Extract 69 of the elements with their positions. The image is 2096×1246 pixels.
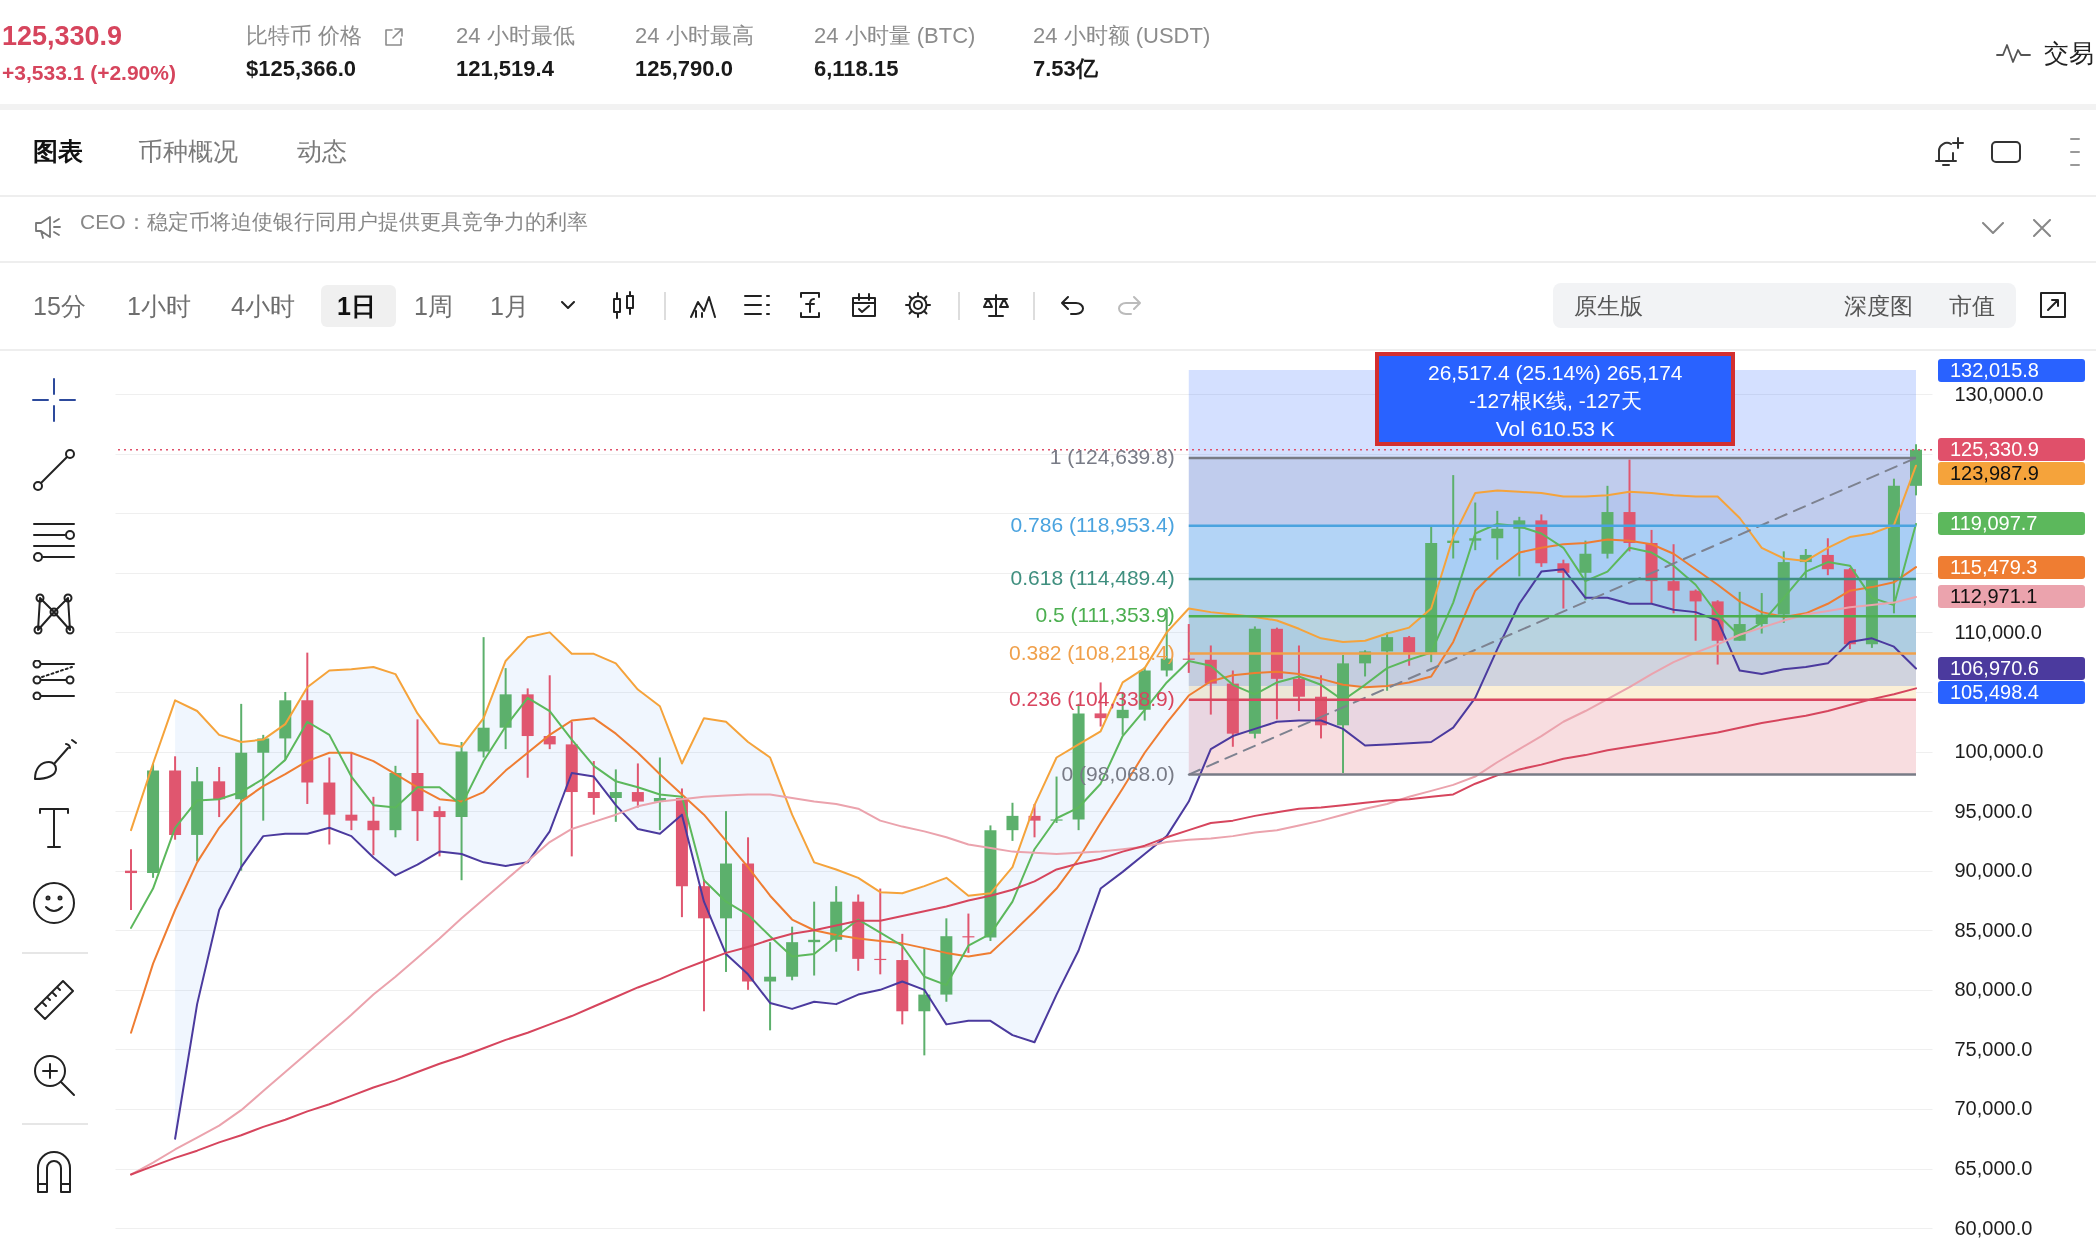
text: 市值 bbox=[1949, 292, 1995, 319]
text: 7.53亿 bbox=[1033, 56, 1098, 81]
candlestick bbox=[609, 768, 622, 823]
text: 交易 bbox=[2044, 38, 2094, 67]
text: 1日 bbox=[337, 291, 376, 320]
y-tick-label: 70,000.0 bbox=[1954, 1097, 2033, 1120]
y-tick-label: 110,000.0 bbox=[1954, 620, 2042, 643]
candlestick bbox=[1292, 644, 1305, 713]
text: 132,015.8 bbox=[1938, 358, 2085, 382]
text: 币种概况 bbox=[138, 136, 238, 165]
ref-line-label: 125,330.9 bbox=[1938, 438, 2085, 462]
text: 比特币 价格 bbox=[246, 23, 363, 48]
y-tick-label: 75,000.0 bbox=[1954, 1037, 2033, 1060]
data-label: 119,097.7 bbox=[1938, 512, 2085, 536]
candlestick bbox=[1579, 539, 1592, 602]
candlestick bbox=[1491, 509, 1504, 561]
y-tick-label: 60,000.0 bbox=[1954, 1216, 2033, 1239]
candlestick bbox=[433, 805, 446, 858]
text: 原生版 bbox=[1573, 292, 1643, 319]
ref-line-label: 0.618 (114,489.4) bbox=[1010, 565, 1175, 589]
y-tick-label: 65,000.0 bbox=[1954, 1157, 2033, 1180]
candlestick bbox=[257, 733, 270, 822]
chart-subtitle: +3,533.1 (+2.90%) bbox=[2, 60, 176, 84]
text: 24 小时最低 bbox=[456, 23, 575, 48]
y-tick-label: 95,000.0 bbox=[1954, 799, 2033, 822]
text: 24 小时最高 bbox=[635, 23, 754, 48]
text: 1小时 bbox=[127, 291, 191, 320]
candlestick bbox=[477, 636, 490, 759]
text: 6,118.15 bbox=[814, 56, 899, 81]
text: 105,498.4 bbox=[1938, 680, 2085, 704]
text: $125,366.0 bbox=[246, 56, 357, 81]
candlestick bbox=[213, 766, 226, 819]
text: 图表 bbox=[33, 136, 83, 165]
line-series bbox=[130, 687, 1917, 1176]
candlestick bbox=[1050, 775, 1063, 825]
data-label: 123,987.9 bbox=[1938, 462, 2085, 486]
info-box: 26,517.4 (25.14%) 265,174 -127根K线, -127天 Vol 610.53 K bbox=[1375, 352, 1736, 446]
candlestick bbox=[631, 762, 644, 809]
data-label: 115,479.3 bbox=[1938, 555, 2085, 579]
text: 深度图 bbox=[1843, 292, 1913, 319]
candlestick bbox=[1381, 631, 1394, 692]
y-tick-label: 90,000.0 bbox=[1954, 859, 2033, 882]
chart-title: 125,330.9 bbox=[2, 20, 123, 51]
candlestick bbox=[1006, 801, 1019, 842]
text: 125,790.0 bbox=[635, 56, 733, 81]
text: 动态 bbox=[297, 136, 347, 165]
text: 15分 bbox=[33, 291, 86, 320]
y-tick-label: 130,000.0 bbox=[1954, 382, 2044, 405]
y-tick-label: 100,000.0 bbox=[1954, 740, 2044, 763]
candlestick bbox=[1667, 543, 1680, 615]
text: 4小时 bbox=[231, 291, 295, 320]
candlestick bbox=[587, 760, 600, 816]
data-label: 106,970.6 bbox=[1938, 656, 2085, 680]
text: 1月 bbox=[490, 291, 529, 320]
candlestick bbox=[1403, 634, 1416, 667]
y-tick-label: 85,000.0 bbox=[1954, 918, 2033, 941]
candlestick bbox=[1469, 501, 1482, 552]
text: 24 小时额 (USDT) bbox=[1033, 23, 1211, 48]
ref-line-label: 0.786 (118,953.4) bbox=[1010, 512, 1175, 536]
text: 24 小时量 (BTC) bbox=[814, 23, 976, 48]
text: 121,519.4 bbox=[456, 56, 554, 81]
text: CEO：稳定币将迫使银行同用户提供更具竞争力的利率 bbox=[80, 209, 588, 233]
y-tick-label: 80,000.0 bbox=[1954, 978, 2033, 1001]
candlestick bbox=[918, 947, 931, 1057]
text: 1周 bbox=[414, 291, 453, 320]
candlestick bbox=[367, 795, 380, 857]
candlestick bbox=[345, 751, 358, 832]
data-label: 112,971.1 bbox=[1938, 585, 2085, 609]
ref-line-label: 1 (124,639.8) bbox=[1049, 444, 1175, 468]
